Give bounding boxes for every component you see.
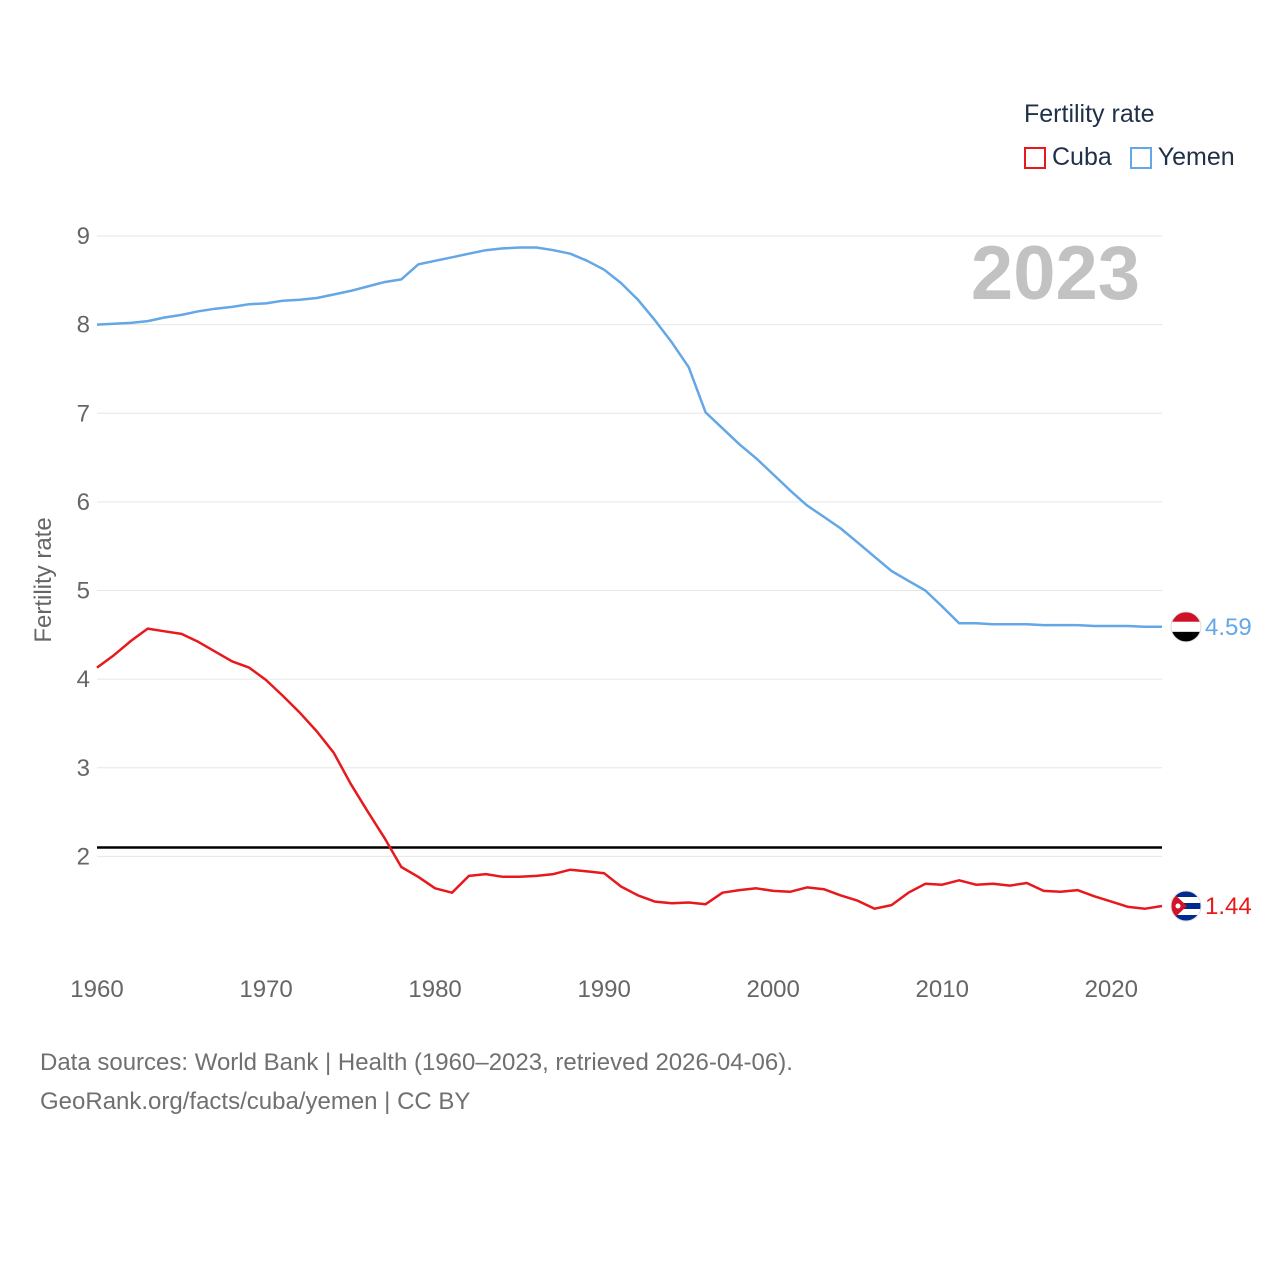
- y-tick-label: 9: [77, 223, 90, 250]
- x-tick-label: 1990: [577, 976, 630, 1003]
- y-tick-label: 8: [77, 312, 90, 339]
- x-tick-label: 1980: [408, 976, 461, 1003]
- legend-title: Fertility rate: [1024, 100, 1155, 128]
- y-tick-label: 7: [77, 400, 90, 427]
- x-tick-label: 1960: [70, 976, 123, 1003]
- gridlines: [97, 235, 1162, 857]
- series-lines: [96, 246, 1163, 910]
- legend-label-cuba: Cuba: [1052, 143, 1112, 171]
- legend-label-yemen: Yemen: [1157, 143, 1235, 171]
- legend-swatch-cuba: [1024, 146, 1046, 169]
- x-tick-label: 2020: [1085, 976, 1138, 1003]
- flag-yemen-icon: [1170, 611, 1202, 643]
- end-value-label-yemen: 4.59: [1205, 614, 1252, 641]
- source-line-1: Data sources: World Bank | Health (1960–…: [40, 1049, 793, 1076]
- y-tick-label: 4: [77, 666, 90, 693]
- y-tick-label: 5: [77, 578, 90, 605]
- x-tick-label: 1970: [239, 976, 292, 1003]
- data-source-note: Data sources: World Bank | Health (1960–…: [40, 1043, 793, 1121]
- y-tick-label: 2: [77, 843, 90, 870]
- y-tick-label: 6: [77, 489, 90, 516]
- y-axis-ticks: 2 3 4 5 6 7 8 9: [77, 223, 90, 870]
- y-tick-label: 3: [77, 755, 90, 782]
- series-line-cuba: [96, 627, 1163, 910]
- x-tick-label: 2010: [916, 976, 969, 1003]
- legend-swatch-yemen: [1129, 146, 1152, 169]
- series-end-markers: 1.44 4.59: [1170, 611, 1252, 922]
- x-tick-label: 2000: [746, 976, 799, 1003]
- source-line-2[interactable]: GeoRank.org/facts/cuba/yemen | CC BY: [40, 1088, 471, 1115]
- y-axis-label: Fertility rate: [30, 517, 57, 642]
- legend-item-cuba[interactable]: Cuba: [1024, 143, 1112, 172]
- legend: Cuba Yemen: [1024, 143, 1253, 172]
- year-watermark: 2023: [971, 231, 1140, 316]
- end-value-label-cuba: 1.44: [1205, 893, 1252, 920]
- series-line-yemen: [96, 246, 1162, 629]
- flag-cuba-icon: [1170, 890, 1202, 922]
- x-axis-ticks: 1960 1970 1980 1990 2000 2010 2020: [70, 976, 1138, 1003]
- legend-item-yemen[interactable]: Yemen: [1129, 143, 1235, 172]
